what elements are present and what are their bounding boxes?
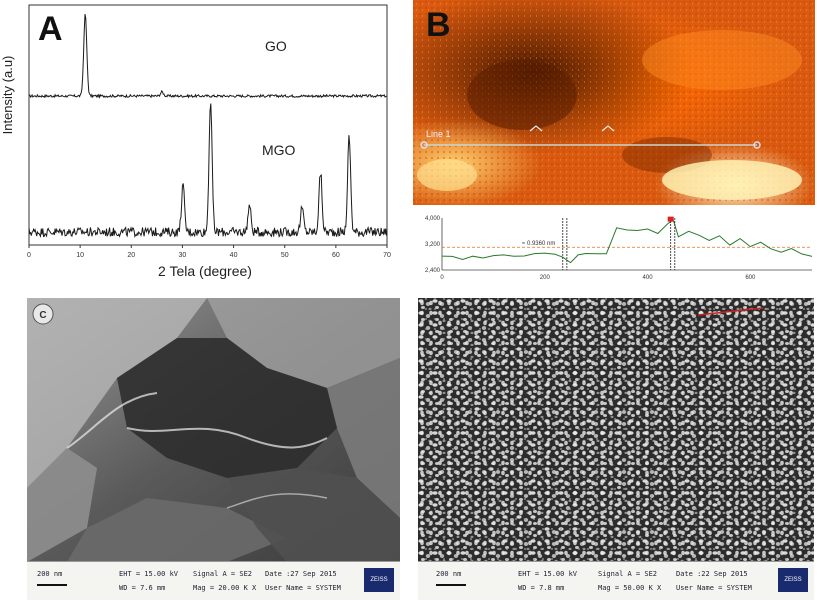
sem-panel-go: C 200 nm EHT = 15.00 kV WD = 7.6 mm Sign… [27,298,400,600]
afm-line-marker: Line 1 [420,125,761,149]
xrd-panel: GO MGO 0 10 20 30 40 50 60 70 Intensity (a.u) 2 T… [0,0,400,285]
xrd-chart: GO MGO 0 10 20 30 40 50 60 70 Intensity (a.u) 2 T… [0,4,391,279]
sem-measure-marker [697,307,764,316]
sem-info-bar-go: 200 nm EHT = 15.00 kV WD = 7.6 mm Signal… [27,561,400,600]
sem-image-mgo [418,298,814,562]
xrd-series-label-go: GO [265,38,287,54]
profile-x-tick-label: 600 [745,275,756,281]
profile-x-tick-label: 0 [440,275,444,281]
xrd-series-line-mgo [28,103,387,239]
profile-y-tick-label: 2,400 [425,268,441,274]
xrd-series-label-mgo: MGO [262,142,296,158]
panel-letter-b: B [426,6,451,44]
profile-y-tick-label: 3,200 [425,242,441,248]
afm-line-label: Line 1 [426,129,451,139]
sem-logo-icon [32,303,54,325]
xrd-x-tick-label: 50 [281,252,289,259]
sem-signal: Signal A = SE2 [598,570,658,578]
zeiss-logo-text: ZEISS [370,577,388,583]
profile-cursor-marker [667,216,674,222]
sem-scale-label: 200 nm [37,570,63,578]
sem-scale-bar [37,584,67,586]
sem-scale-label: 200 nm [436,570,462,578]
xrd-x-tick-label: 40 [230,252,238,259]
sem-user: User Name = SYSTEM [676,584,752,592]
afm-height-image [413,0,815,205]
xrd-x-tick-label: 70 [383,252,391,259]
svg-text:C: C [39,310,46,321]
sem-mag: Mag = 20.00 K X [193,584,257,592]
zeiss-logo: ZEISS [364,568,394,592]
afm-panel: Line 1 4,000 3,200 2,400 0 200 400 600 ≈ 0.936… [412,0,817,285]
sem-user: User Name = SYSTEM [265,584,341,592]
xrd-x-tick-label: 0 [27,252,31,259]
xrd-x-tick-label: 60 [332,252,340,259]
sem-eht: EHT = 15.00 kV [518,570,578,578]
xrd-y-axis-label: Intensity (a.u) [0,56,15,135]
sem-signal: Signal A = SE2 [193,570,253,578]
xrd-marks: GO MGO 0 10 20 30 40 50 60 70 [27,14,391,259]
sem-date: Date :22 Sep 2015 [676,570,748,578]
xrd-x-axis-label: 2 Tela (degree) [158,263,252,279]
sem-info-bar-mgo: 200 nm EHT = 15.00 kV WD = 7.8 mm Signal… [418,561,814,600]
zeiss-logo-text: ZEISS [784,577,802,583]
sem-panel-mgo: 200 nm EHT = 15.00 kV WD = 7.8 mm Signal… [418,298,814,600]
profile-x-tick-label: 400 [643,275,654,281]
profile-height-line [441,219,813,264]
xrd-x-tick-label: 30 [179,252,187,259]
panel-letter-a: A [38,10,63,48]
xrd-x-tick-label: 20 [127,252,135,259]
sem-wd: WD = 7.8 mm [518,584,565,592]
xrd-series-line-go [29,14,387,99]
profile-x-tick-label: 200 [540,275,551,281]
sem-date: Date :27 Sep 2015 [265,570,337,578]
sem-wd: WD = 7.6 mm [119,584,166,592]
sem-eht: EHT = 15.00 kV [119,570,179,578]
sem-mag: Mag = 50.00 K X [598,584,662,592]
zeiss-logo: ZEISS [778,568,808,592]
profile-y-tick-label: 4,000 [425,216,441,222]
sem-scale-bar [436,584,466,586]
xrd-x-tick-label: 10 [76,252,84,259]
sem-image-go: C [27,298,400,562]
profile-annotation: ≈ 0.9360 nm [522,241,555,247]
